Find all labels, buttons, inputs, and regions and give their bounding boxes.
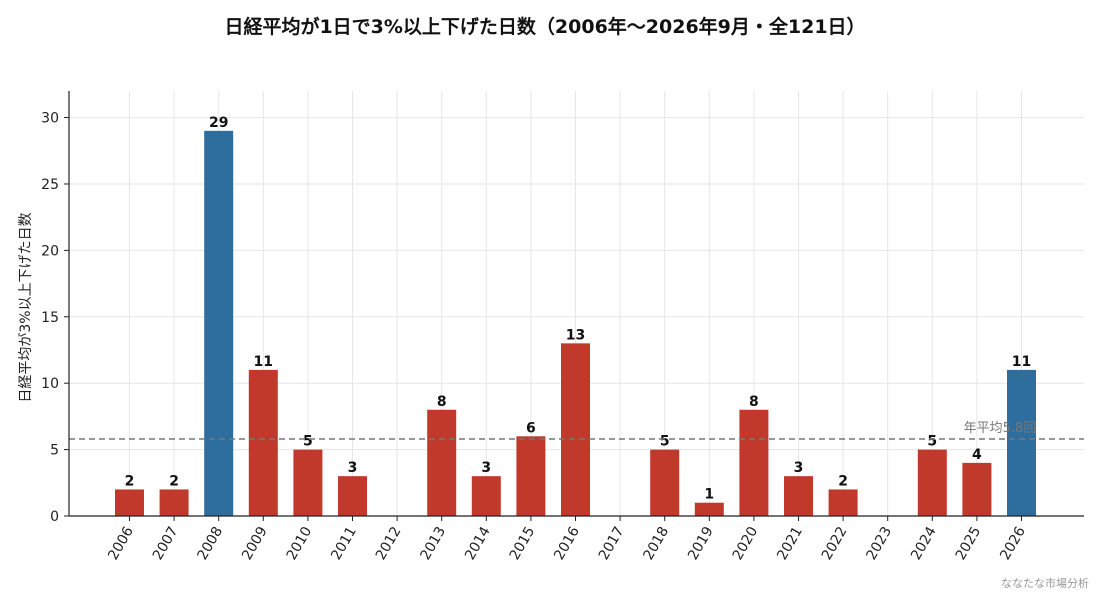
bar-label-2026: 11 [1012,354,1031,370]
credit-text: ななたな市場分析 [1001,576,1089,590]
bar-label-2019: 1 [704,487,714,503]
axes [68,91,1084,517]
x-tick-label-2014: 2014 [462,524,494,563]
x-tick-label-2019: 2019 [685,524,717,563]
bar-2024 [917,449,947,516]
bar-2018 [650,449,680,516]
bar-2010 [293,449,323,516]
bar-label-2007: 2 [169,473,179,489]
bar-2009 [248,369,278,516]
y-tick-label: 5 [50,443,59,459]
x-tick-label-2026: 2026 [997,524,1029,563]
bar-label-2006: 2 [125,473,135,489]
bar-label-2018: 5 [660,434,670,450]
bar-label-2022: 2 [838,473,848,489]
bar-label-2025: 4 [972,447,982,463]
bar-2020 [739,409,769,516]
bar-2025 [962,462,992,516]
x-axis-ticks: 2006 2007 2008 2009 2010 2011 2012 2013 2014 2015… [105,516,1029,563]
average-label: 年平均5.8回 [964,421,1037,436]
bar-2016 [561,343,590,516]
bar-label-2020: 8 [749,394,759,410]
bar-label-2013: 8 [437,394,447,410]
x-tick-label-2013: 2013 [417,524,449,563]
bar-label-2009: 11 [254,354,273,370]
x-tick-label-2010: 2010 [284,524,316,563]
y-tick-label: 10 [41,376,59,392]
x-tick-label-2023: 2023 [863,524,895,563]
x-tick-label-2006: 2006 [105,524,137,563]
y-tick-label: 15 [41,310,59,326]
x-tick-label-2011: 2011 [328,524,360,563]
bar-label-2008: 29 [209,115,228,131]
x-tick-label-2016: 2016 [551,524,583,563]
x-tick-label-2022: 2022 [819,524,851,563]
bar-2013 [427,409,457,516]
x-tick-label-2017: 2017 [596,524,628,563]
chart-title: 日経平均が1日で3%以上下げた日数（2006年〜2026年9月・全121日） [224,15,865,38]
bar-2011 [338,476,367,516]
bars [115,130,1036,516]
bar-label-2015: 6 [526,420,536,436]
x-tick-label-2021: 2021 [774,524,806,563]
y-tick-label: 30 [41,111,59,127]
bar-label-2010: 5 [303,434,313,450]
bar-2015 [516,436,546,516]
bar-2026 [1007,369,1036,516]
y-tick-label: 0 [50,509,59,525]
bar-label-2016: 13 [566,327,585,343]
x-tick-label-2012: 2012 [373,524,405,563]
x-tick-label-2025: 2025 [953,524,985,563]
x-tick-label-2015: 2015 [507,524,539,563]
y-axis-ticks: 0 5 10 15 20 25 30 [41,111,69,525]
bar-2014 [471,476,501,516]
bar-2008 [204,130,234,516]
y-tick-label: 25 [41,177,59,193]
bar-2019 [694,502,724,516]
bar-label-2024: 5 [927,434,937,450]
bar-label-2021: 3 [794,460,804,476]
bar-2022 [828,489,858,516]
bar-2007 [159,489,189,516]
grid [69,91,1084,517]
x-tick-label-2020: 2020 [730,524,762,563]
bar-label-2011: 3 [348,460,358,476]
x-tick-label-2009: 2009 [239,524,271,563]
y-tick-label: 20 [41,243,59,259]
x-tick-label-2007: 2007 [150,524,182,563]
x-tick-label-2018: 2018 [640,524,672,563]
y-axis-label: 日経平均が3%以上下げた日数 [18,212,34,402]
bar-2006 [115,489,144,516]
bar-labels: 2 2 29 11 5 3 8 3 6 13 5 1 8 3 2 5 4 11 [125,115,1032,503]
bar-label-2014: 3 [481,460,491,476]
x-tick-label-2024: 2024 [908,524,940,563]
x-tick-label-2008: 2008 [194,524,226,563]
bar-2021 [784,476,813,516]
